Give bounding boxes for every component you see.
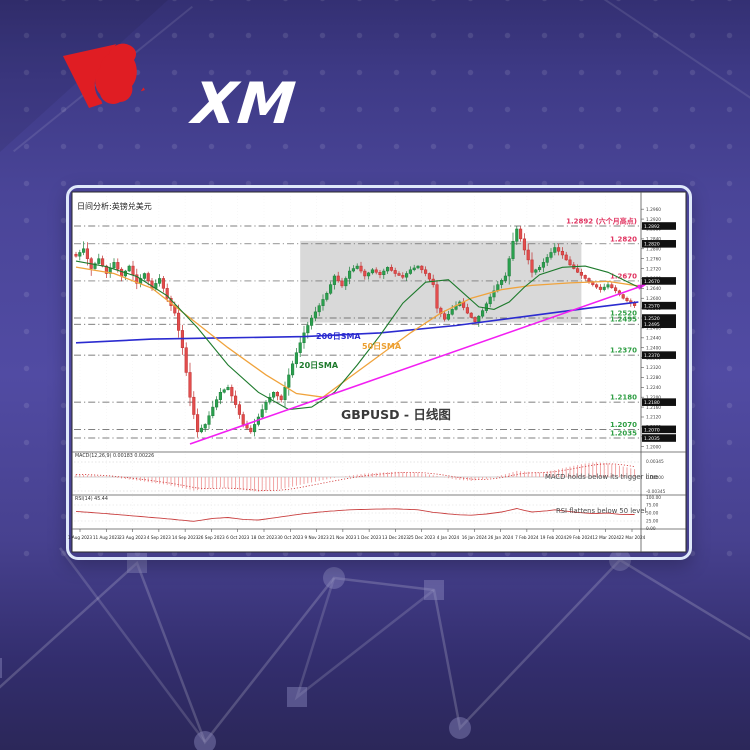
date-label: 9 Nov 2023 xyxy=(304,535,328,540)
sma200-label: 200日SMA xyxy=(316,332,361,341)
svg-text:1.2200: 1.2200 xyxy=(646,395,661,401)
svg-text:1.2440: 1.2440 xyxy=(646,336,661,342)
macd-indicator-label: MACD(12,26,9) 0.00183 0.00226 xyxy=(75,454,155,459)
macd-signal-line xyxy=(76,463,635,491)
level-label: 1.2520 xyxy=(610,310,637,318)
date-label: 23 Aug 2023 xyxy=(119,535,146,540)
svg-text:1.2400: 1.2400 xyxy=(646,345,661,351)
date-label: 1 Aug 2023 xyxy=(68,535,92,540)
date-label: 21 Nov 2023 xyxy=(329,535,356,540)
svg-text:1.2520: 1.2520 xyxy=(644,316,660,322)
date-label: 12 Mar 2024 xyxy=(592,535,619,540)
level-price-tag xyxy=(642,314,676,322)
level-label: 1.2180 xyxy=(610,394,637,402)
level-price-tag xyxy=(642,398,676,406)
svg-text:1.2600: 1.2600 xyxy=(646,296,661,302)
level-label: 1.2495 xyxy=(610,316,637,324)
svg-text:1.2480: 1.2480 xyxy=(646,326,661,332)
rsi-line xyxy=(75,508,635,522)
date-label: 4 Sep 2023 xyxy=(147,535,171,540)
xm-bull-icon xyxy=(63,43,145,108)
svg-text:1.2370: 1.2370 xyxy=(644,353,660,359)
level-label: 1.2070 xyxy=(610,421,637,429)
svg-text:1.2920: 1.2920 xyxy=(646,217,661,223)
date-label: 22 Mar 2024 xyxy=(619,535,646,540)
date-label: 1 Dec 2023 xyxy=(357,535,381,540)
date-label: 18 Oct 2023 xyxy=(251,535,277,540)
date-label: 26 Jan 2024 xyxy=(488,535,513,540)
current-price-tag xyxy=(642,301,676,310)
level-price-tag xyxy=(642,351,676,359)
svg-text:25.00: 25.00 xyxy=(646,519,659,525)
level-price-tag xyxy=(642,277,676,285)
svg-text:1.2720: 1.2720 xyxy=(646,266,661,272)
svg-text:50.00: 50.00 xyxy=(646,511,659,517)
svg-text:0.00345: 0.00345 xyxy=(646,459,664,465)
svg-text:1.2280: 1.2280 xyxy=(646,375,661,381)
svg-text:1.2960: 1.2960 xyxy=(646,207,661,213)
trendline xyxy=(189,285,643,445)
chart-card xyxy=(66,185,692,560)
date-label: 30 Oct 2023 xyxy=(277,535,303,540)
sma20-line xyxy=(75,260,639,411)
macd-annotation: MACD holds below its trigger line xyxy=(545,473,658,481)
level-price-tag xyxy=(642,425,676,434)
svg-text:1.2840: 1.2840 xyxy=(646,237,661,243)
svg-text:1.2800: 1.2800 xyxy=(646,246,661,252)
chart-title: 日间分析:英镑兑美元 xyxy=(77,202,152,211)
date-label: 4 Jan 2024 xyxy=(437,535,460,540)
level-label: 1.2670 xyxy=(610,272,637,280)
svg-text:1.2120: 1.2120 xyxy=(646,415,661,421)
date-label: 26 Sep 2023 xyxy=(198,535,225,540)
trendline-arrow xyxy=(637,284,647,290)
svg-text:0.00: 0.00 xyxy=(646,526,656,532)
macd-histogram xyxy=(75,462,636,492)
svg-text:1.2035: 1.2035 xyxy=(644,436,660,442)
date-label: 7 Feb 2024 xyxy=(515,535,539,540)
rsi-indicator-label: RSI(14) 45.44 xyxy=(75,497,108,502)
svg-text:1.2160: 1.2160 xyxy=(646,405,661,411)
date-label: 29 Feb 2024 xyxy=(566,535,592,540)
svg-text:1.2640: 1.2640 xyxy=(646,286,661,292)
svg-text:100.00: 100.00 xyxy=(646,495,661,501)
level-price-tag xyxy=(642,222,676,230)
candlesticks xyxy=(74,226,637,438)
svg-text:1.2070: 1.2070 xyxy=(644,427,660,433)
level-price-tag xyxy=(642,240,676,248)
xm-logo: XM xyxy=(55,40,315,137)
level-label: 1.2892 (六个月高点) xyxy=(566,217,637,226)
date-label: 16 Jan 2024 xyxy=(462,535,487,540)
sma50-label: 50日SMA xyxy=(362,342,402,351)
symbol-watermark: GBPUSD - 日线图 xyxy=(341,407,451,422)
sma20-label: 20日SMA xyxy=(299,361,339,370)
svg-text:0.00000: 0.00000 xyxy=(646,475,664,481)
svg-text:1.2240: 1.2240 xyxy=(646,385,661,391)
svg-text:1.2892: 1.2892 xyxy=(644,224,660,230)
date-label: 14 Sep 2023 xyxy=(172,535,199,540)
svg-text:-0.00345: -0.00345 xyxy=(646,489,666,495)
svg-text:1.2760: 1.2760 xyxy=(646,256,661,262)
svg-text:1.2180: 1.2180 xyxy=(644,400,660,406)
svg-text:1.2820: 1.2820 xyxy=(644,242,660,248)
svg-text:1.2570: 1.2570 xyxy=(644,304,660,310)
level-label: 1.2820 xyxy=(610,235,637,243)
date-label: 25 Dec 2023 xyxy=(408,535,435,540)
date-label: 13 Dec 2023 xyxy=(382,535,409,540)
level-price-tag xyxy=(642,434,676,442)
svg-text:1.2670: 1.2670 xyxy=(644,279,660,285)
level-price-tag xyxy=(642,320,676,329)
date-label: 6 Oct 2023 xyxy=(226,535,250,540)
level-label: 1.2035 xyxy=(610,430,637,438)
svg-text:1.2320: 1.2320 xyxy=(646,365,661,371)
rsi-annotation: RSI flattens below 50 level xyxy=(556,507,647,515)
date-label: 19 Feb 2024 xyxy=(540,535,566,540)
level-label: 1.2370 xyxy=(610,347,637,355)
svg-text:1.2495: 1.2495 xyxy=(644,322,660,328)
date-label: 11 Aug 2023 xyxy=(93,535,120,540)
svg-text:1.2000: 1.2000 xyxy=(646,444,661,450)
svg-text:75.00: 75.00 xyxy=(646,503,659,509)
